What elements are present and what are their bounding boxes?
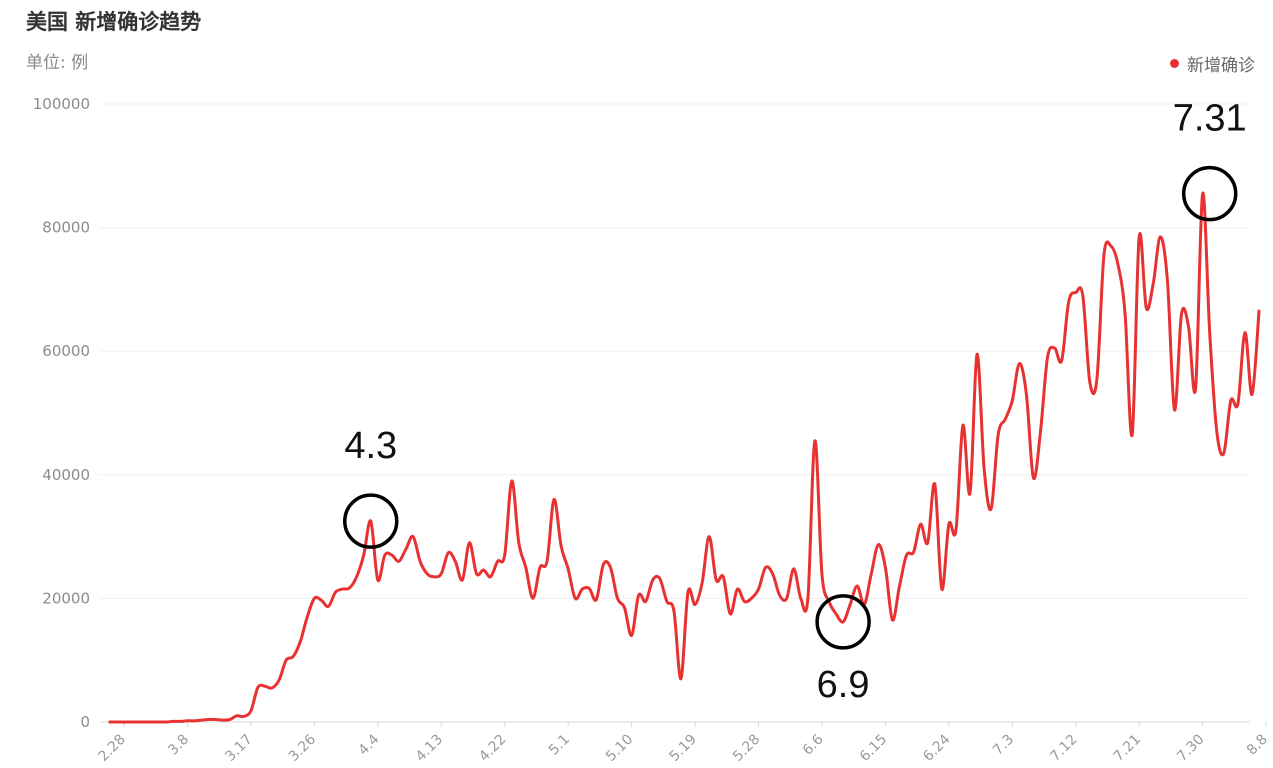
x-tick-label: 3.8 [165,732,192,759]
y-tick-label: 20000 [42,589,90,607]
x-tick-label: 8.8 [1244,732,1271,759]
x-tick-label: 3.17 [222,732,255,765]
x-tick-label: 7.12 [1047,732,1080,765]
legend[interactable]: 新增确诊 [1170,51,1255,76]
series-line-new-cases [108,191,1261,724]
x-tick-label: 7.21 [1111,732,1144,765]
grid-lines [100,103,1250,723]
y-tick-label: 80000 [42,219,90,237]
annotation-circle [815,594,871,650]
x-tick-label: 4.13 [413,732,446,765]
x-tick-label: 4.4 [356,731,383,758]
annotation-label: 7.31 [1173,98,1247,140]
x-tick-label: 5.19 [667,732,700,765]
legend-label: 新增确诊 [1187,56,1255,76]
x-tick-label: 2.28 [95,732,128,765]
x-axis: 2.28 3.8 3.17 3.26 4.4 4.13 4.22 5.1 5.10 5.19 5.2… [95,722,1271,765]
x-tick-label: 7.30 [1174,732,1207,765]
unit-label: 单位: 例 [26,53,89,73]
annotation-circle [1181,165,1238,222]
x-tick-label: 5.1 [546,732,573,759]
legend-marker [1170,59,1179,68]
series-layer [108,191,1261,724]
y-tick-label: 0 [80,713,90,731]
y-tick-label: 40000 [42,466,90,484]
x-tick-label: 6.15 [857,732,890,765]
y-tick-label: 100000 [33,95,90,113]
annotation-label: 4.3 [344,425,397,467]
annotation-label: 6.9 [817,664,870,706]
annotation-circle [343,493,399,549]
y-tick-label: 60000 [42,342,90,360]
x-tick-label: 6.6 [800,731,827,758]
x-tick-label: 6.24 [920,731,953,764]
x-tick-label: 5.28 [730,732,763,765]
y-axis: 0 20000 40000 60000 80000 100000 [33,95,90,731]
x-tick-label: 5.10 [603,732,636,765]
chart-title: 美国 新增确诊趋势 [26,10,202,34]
x-tick-label: 4.22 [476,732,509,765]
x-tick-label: 3.26 [286,731,319,764]
x-tick-label: 7.3 [990,732,1017,759]
annotation-layer: 4.3 6.9 7.31 [343,98,1247,706]
